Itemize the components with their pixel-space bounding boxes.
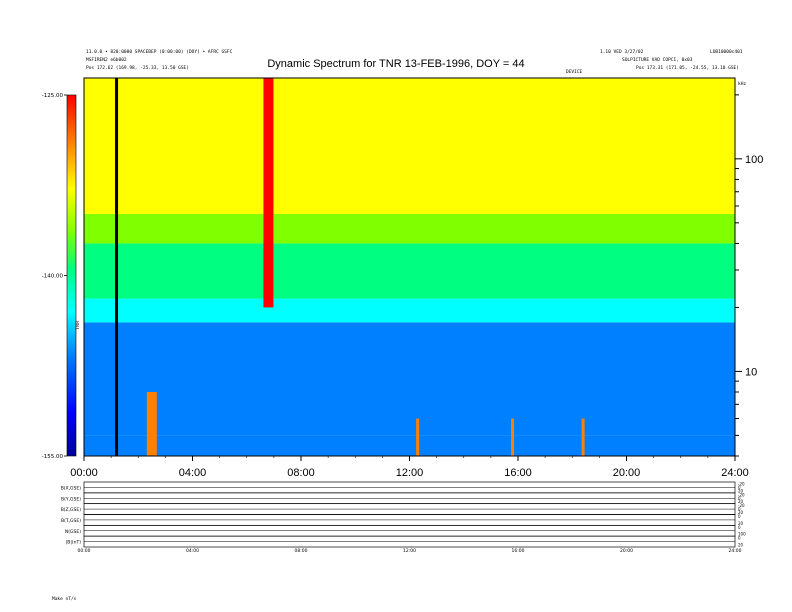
header-left-line3: Pos 172.62 (169.98, -25.33, 13.50 GSE) (86, 66, 189, 71)
subpanel-tick-label: -20 (738, 492, 745, 497)
x-tick-label: 08:00 (287, 467, 315, 479)
spectrum-band (84, 435, 735, 456)
subpanel-tick-label: -20 (738, 482, 745, 487)
spectrum-band (84, 298, 735, 323)
subpanel-label: |B|(nT) (66, 540, 81, 546)
colorbar-label: TNR (75, 321, 81, 331)
y-tick-label: 10 (745, 366, 757, 378)
subpanel-label: N(GSE) (65, 529, 81, 535)
subpanel-tick-label: 20 (738, 488, 744, 493)
footer-label: Make nT/s (52, 597, 77, 602)
subpanel-tick-label: 20 (738, 510, 744, 515)
header-right-line1: 1.10 VED 3/27/02 (600, 50, 644, 55)
x-tick-label: 12:00 (396, 467, 424, 479)
subpanel-x-tick-label: 04:00 (186, 548, 199, 554)
subpanel-x-tick-label: 00:00 (78, 548, 91, 554)
spectrum-band (84, 322, 735, 436)
colorbar-gradient (66, 94, 77, 457)
subpanel-tick-label: 20 (738, 499, 744, 504)
subpanel-tick-label: 0 (738, 536, 741, 541)
subpanel-tick-label: 0 (738, 514, 741, 519)
header-left-line1: 11.0.0 • 820:0000 SPACEBEP (0:00:00) (DO… (86, 50, 233, 55)
subpanel-tick-label: 0 (738, 507, 741, 512)
header-right-line4: Pos 173.31 (171.05, -24.55, 13.10 GSE) (636, 66, 739, 71)
chart-title: Dynamic Spectrum for TNR 13-FEB-1996, DO… (267, 58, 525, 70)
x-tick-label: 00:00 (70, 467, 98, 479)
spectrum-band (84, 78, 735, 215)
units-label: kHz (738, 82, 747, 87)
colorbar: -125.00 -140.00 -155.00 TNR (42, 93, 81, 460)
subpanel-tick-label: 0 (738, 525, 741, 530)
axes: 00:00 04:00 08:00 12:00 16:00 20:00 24:00 10 100 (70, 77, 763, 479)
colorbar-tick-label: -140.00 (42, 274, 64, 280)
spectrogram (84, 78, 735, 456)
subpanel-x-tick-label: 08:00 (295, 548, 308, 554)
subpanel-tick-label: 0 (738, 496, 741, 501)
subpanel-label: B(Y,GSE) (61, 496, 81, 502)
subpanel-x-tick-label: 20:00 (620, 548, 633, 554)
spectrum-band (84, 214, 735, 244)
emission-spike (511, 418, 515, 456)
subpanel-tick-label: 100 (738, 532, 746, 537)
subpanel-x-tick-label: 12:00 (403, 548, 416, 554)
subpanel-x-tick-label: 24:00 (729, 548, 742, 554)
x-tick-label: 24:00 (721, 467, 749, 479)
spectrum-band (84, 243, 735, 299)
emission-spike (581, 418, 585, 456)
y-tick-label: 100 (745, 154, 763, 166)
x-tick-label: 20:00 (613, 467, 641, 479)
subpanel-label: B(Z,GSE) (61, 507, 82, 513)
header-right-line2: LOB10000c401 (710, 50, 743, 55)
subpanel-label: B(T,GSE) (61, 518, 81, 524)
header-center-small: DEVICE (566, 70, 583, 75)
x-tick-label: 04:00 (179, 467, 207, 479)
emission-spike (416, 418, 420, 456)
radio-burst (263, 78, 274, 308)
colorbar-tick-label: -155.00 (42, 454, 64, 460)
colorbar-tick-label: -125.00 (42, 93, 64, 99)
subpanel-tick-label: 20 (738, 521, 744, 526)
radio-burst (146, 392, 157, 456)
subpanel-tick-label: 20 (738, 543, 744, 548)
x-tick-label: 16:00 (504, 467, 532, 479)
subpanel-tick-label: 0 (738, 485, 741, 490)
subpanel-label: B(X,GSE) (61, 485, 82, 491)
subpanels: B(X,GSE)-20020B(Y,GSE)-20020B(Z,GSE)-200… (61, 482, 746, 555)
header-left-line2: MSFIREN2 e6b002 (86, 58, 127, 63)
subpanel-x-tick-label: 16:00 (512, 548, 525, 554)
subpanel-tick-label: -20 (738, 503, 745, 508)
data-gap-line (115, 78, 119, 456)
header-right-line3: SOLPICTURE VAD COPCI, 0x03 (622, 58, 693, 63)
